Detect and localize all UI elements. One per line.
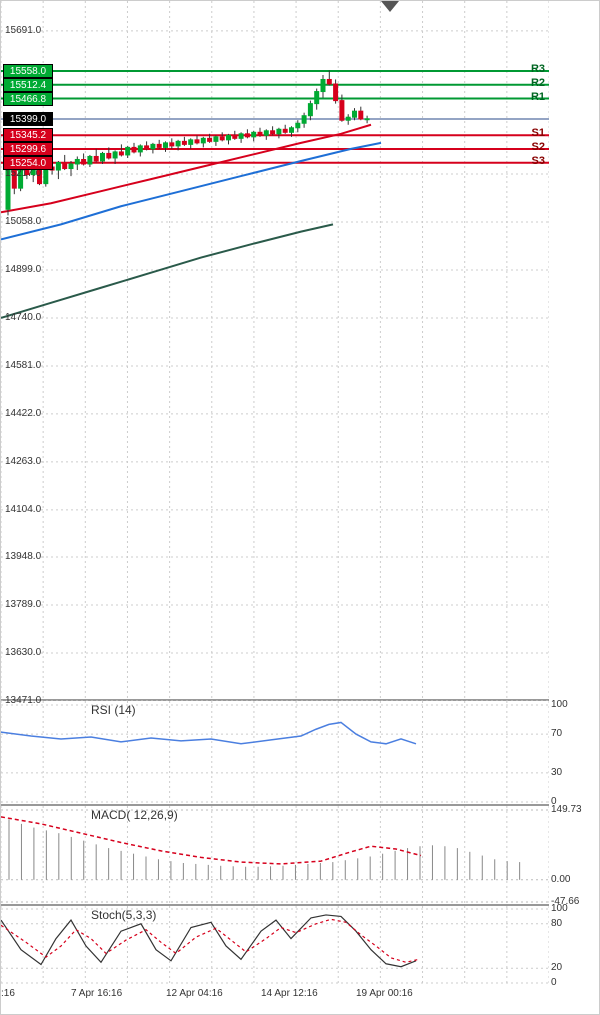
level-tag-R1: 15466.8 [3,92,53,106]
level-tag-S1: 15345.2 [3,128,53,142]
rsi-ytick: 30 [551,767,597,778]
rsi-title: RSI (14) [91,703,136,717]
price-ytick: 14263.0 [5,456,51,467]
time-tick: 12 Apr 04:16 [166,988,223,999]
level-label-R3: R3 [525,63,545,75]
price-ytick: 14740.0 [5,312,51,323]
time-tick: :16 [1,988,15,999]
price-ytick: 14899.0 [5,264,51,275]
level-label-R1: R1 [525,91,545,103]
level-label-S2: S2 [525,141,545,153]
stoch-panel[interactable]: Stoch(5,3,3) [1,906,549,986]
price-ytick: 14422.0 [5,408,51,419]
stoch-ytick: 0 [551,977,597,988]
price-ytick: 13789.0 [5,599,51,610]
price-ytick: 13948.0 [5,551,51,562]
stoch-title: Stoch(5,3,3) [91,908,156,922]
price-ytick: 14581.0 [5,360,51,371]
level-label-S1: S1 [525,127,545,139]
price-svg [1,1,549,701]
rsi-ytick: 70 [551,728,597,739]
stoch-ytick: 20 [551,962,597,973]
price-y-axis: 15691.015217.015058.014899.014740.014581… [1,1,53,701]
marker-triangle-icon [381,1,399,13]
stoch-ytick: 80 [551,918,597,929]
time-tick: 14 Apr 12:16 [261,988,318,999]
price-ytick: 15058.0 [5,216,51,227]
level-tag-S3: 15254.0 [3,156,53,170]
macd-ytick: 0.00 [551,874,597,885]
time-tick: 19 Apr 00:16 [356,988,413,999]
trading-chart: { "price": { "ymin": 13471.0, "ymax": 15… [0,0,600,1015]
macd-title: MACD( 12,26,9) [91,808,178,822]
level-tag-R3: 15558.0 [3,64,53,78]
macd-ytick: 149.73 [551,804,597,815]
time-axis: :16 7 Apr 16:16 12 Apr 04:16 14 Apr 12:16 19… [1,986,549,1014]
rsi-svg [1,701,549,806]
level-label-R2: R2 [525,77,545,89]
price-ytick: 14104.0 [5,504,51,515]
price-ytick: 13630.0 [5,647,51,658]
level-tag-R2: 15512.4 [3,78,53,92]
stoch-svg [1,906,549,986]
current-price-tag: 15399.0 [3,112,53,126]
macd-svg [1,806,549,906]
stoch-ytick: 100 [551,903,597,914]
rsi-panel[interactable]: RSI (14) [1,701,549,806]
time-tick: 7 Apr 16:16 [71,988,122,999]
level-label-S3: S3 [525,155,545,167]
price-chart-panel[interactable]: R3 R2 R1 S1 S2 S3 [1,1,549,701]
price-ytick: 15691.0 [5,25,51,36]
rsi-ytick: 100 [551,699,597,710]
level-tag-S2: 15299.6 [3,142,53,156]
macd-panel[interactable]: MACD( 12,26,9) [1,806,549,906]
